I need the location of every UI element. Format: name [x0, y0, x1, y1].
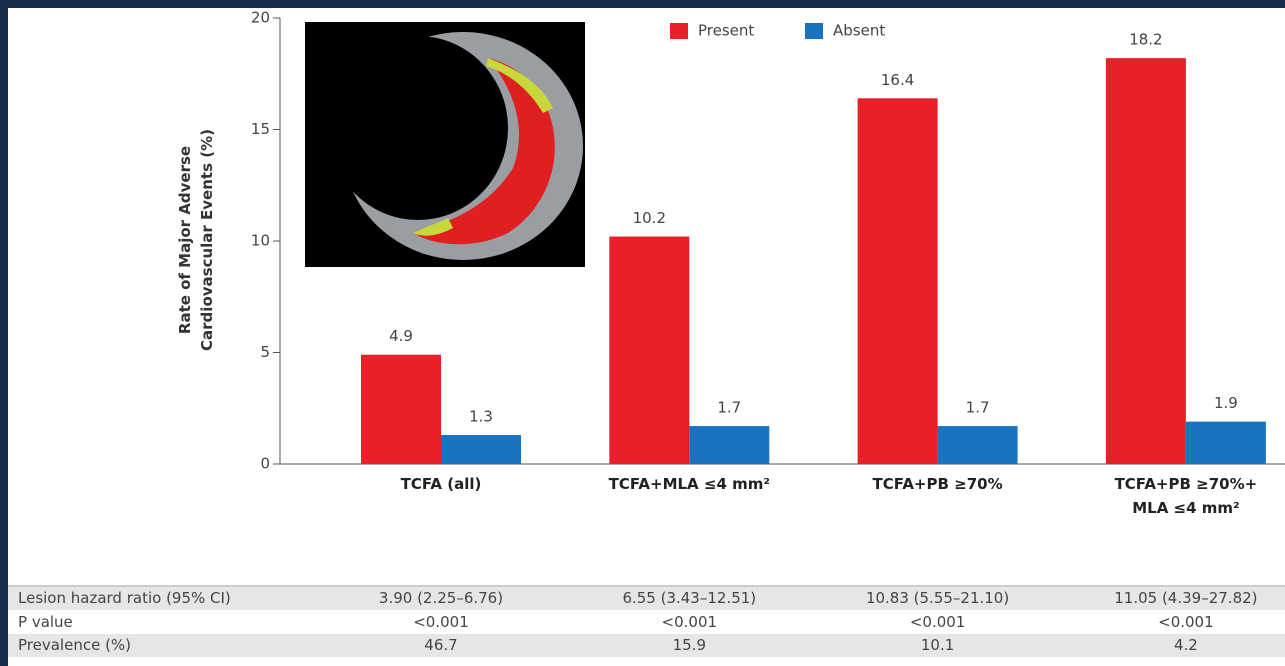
- table-cell: 10.1: [818, 636, 1058, 654]
- y-tick-label: 10: [251, 232, 270, 250]
- data-label: 18.2: [1129, 31, 1162, 49]
- legend-label: Absent: [833, 22, 885, 40]
- x-tick-label: TCFA+PB ≥70%+ MLA ≤4 mm²: [1066, 472, 1285, 520]
- legend-label: Present: [698, 22, 754, 40]
- table-cell: <0.001: [321, 613, 561, 631]
- data-label: 1.9: [1214, 394, 1238, 412]
- table-cell: 10.83 (5.55–21.10): [818, 589, 1058, 607]
- y-tick-label: 0: [260, 455, 270, 473]
- page: 0 5 10 15 20 4.9 1.3 10.2 1.7 16.4 1.7 18.2 1.9 Prese…: [0, 0, 1285, 666]
- data-label: 10.2: [633, 209, 666, 227]
- legend-swatch: [805, 23, 823, 39]
- ivus-inset: [305, 22, 585, 267]
- y-axis-label: Rate of Major Adverse Cardiovascular Eve…: [174, 90, 218, 390]
- legend-swatch: [670, 23, 688, 39]
- table-row: Lesion hazard ratio (95% CI) 3.90 (2.25–6…: [8, 587, 1285, 610]
- data-label: 1.3: [469, 408, 493, 426]
- data-label: 4.9: [389, 327, 413, 345]
- y-tick-label: 15: [251, 120, 270, 138]
- x-tick-label: TCFA (all): [321, 472, 561, 496]
- bar: [361, 355, 441, 464]
- data-label: 1.7: [966, 399, 990, 417]
- x-tick-label: TCFA+PB ≥70%: [818, 472, 1058, 496]
- table-cell: 15.9: [569, 636, 809, 654]
- table-cell: 6.55 (3.43–12.51): [569, 589, 809, 607]
- y-tick-label: 20: [251, 9, 270, 27]
- row-label: P value: [18, 613, 73, 631]
- bar: [1106, 58, 1186, 464]
- bar: [441, 435, 521, 464]
- bar: [858, 98, 938, 464]
- row-label: Lesion hazard ratio (95% CI): [18, 589, 231, 607]
- data-label: 16.4: [881, 71, 914, 89]
- table-row: Prevalence (%) 46.7 15.9 10.1 4.2: [8, 634, 1285, 657]
- x-tick-label: TCFA+MLA ≤4 mm²: [569, 472, 809, 496]
- bar: [938, 426, 1018, 464]
- y-tick-label: 5: [260, 343, 270, 361]
- table-cell: 3.90 (2.25–6.76): [321, 589, 561, 607]
- table-cell: <0.001: [1066, 613, 1285, 631]
- table-cell: 46.7: [321, 636, 561, 654]
- bar: [1186, 422, 1266, 464]
- bar: [609, 237, 689, 464]
- row-label: Prevalence (%): [18, 636, 131, 654]
- table-cell: <0.001: [818, 613, 1058, 631]
- data-label: 1.7: [717, 399, 741, 417]
- bar: [689, 426, 769, 464]
- table-cell: 11.05 (4.39–27.82): [1066, 589, 1285, 607]
- figure-panel: 0 5 10 15 20 4.9 1.3 10.2 1.7 16.4 1.7 18.2 1.9 Prese…: [8, 8, 1285, 666]
- table-cell: <0.001: [569, 613, 809, 631]
- table-cell: 4.2: [1066, 636, 1285, 654]
- table-row: P value <0.001 <0.001 <0.001 <0.001: [8, 611, 1285, 634]
